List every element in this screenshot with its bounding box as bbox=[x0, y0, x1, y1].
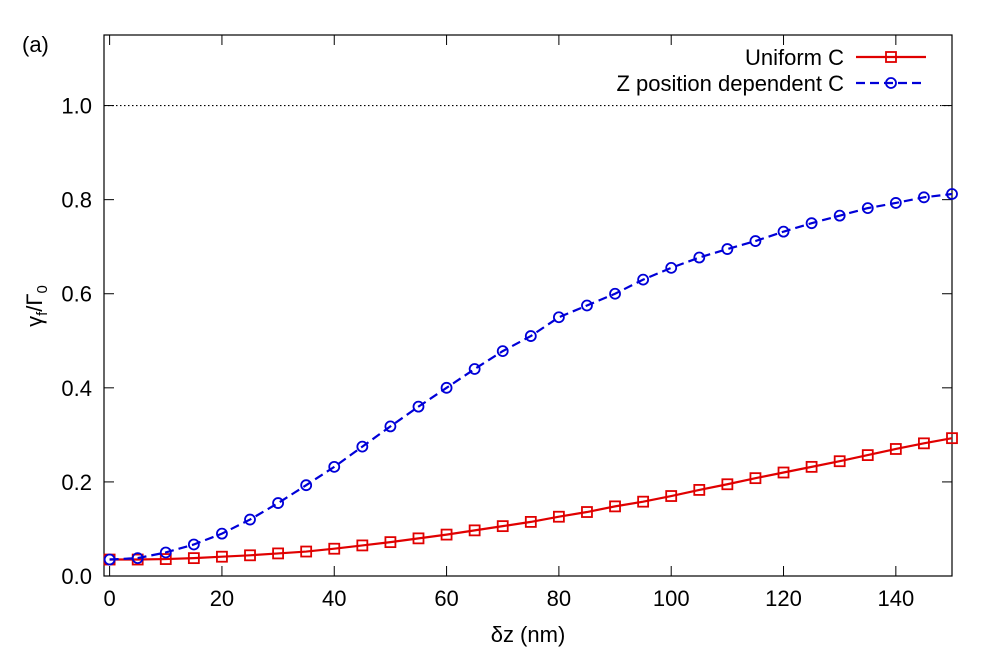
y-axis-label: γf/Γ0 bbox=[22, 285, 51, 327]
marker bbox=[272, 497, 284, 509]
marker bbox=[861, 202, 874, 215]
marker bbox=[833, 455, 846, 468]
marker bbox=[356, 440, 369, 453]
y-tick-label: 1.0 bbox=[61, 94, 92, 119]
panel-label: (a) bbox=[22, 32, 49, 57]
marker bbox=[693, 484, 706, 496]
marker bbox=[637, 495, 650, 508]
marker bbox=[187, 538, 200, 551]
marker bbox=[412, 400, 425, 413]
marker bbox=[328, 542, 341, 555]
marker bbox=[468, 363, 481, 375]
marker bbox=[356, 539, 369, 552]
legend-marker bbox=[885, 51, 897, 63]
marker bbox=[272, 547, 284, 560]
x-tick-label: 20 bbox=[210, 586, 234, 611]
y-label-part: γ bbox=[22, 316, 47, 327]
marker bbox=[637, 273, 650, 286]
marker bbox=[552, 311, 565, 324]
marker bbox=[749, 472, 762, 485]
marker bbox=[889, 197, 902, 209]
marker bbox=[581, 506, 593, 518]
marker bbox=[103, 553, 116, 566]
y-tick-label: 0.6 bbox=[61, 282, 92, 307]
marker bbox=[496, 345, 509, 358]
marker bbox=[609, 287, 621, 300]
x-tick-label: 100 bbox=[653, 586, 690, 611]
marker bbox=[609, 500, 621, 513]
marker bbox=[721, 243, 734, 255]
marker bbox=[524, 330, 537, 342]
marker bbox=[721, 478, 734, 491]
marker bbox=[384, 420, 397, 433]
legend-label: Uniform C bbox=[745, 45, 844, 70]
y-tick-label: 0.0 bbox=[61, 564, 92, 589]
marker bbox=[216, 527, 228, 540]
x-tick-label: 120 bbox=[765, 586, 802, 611]
marker bbox=[749, 235, 762, 247]
legend-marker bbox=[885, 77, 897, 89]
marker bbox=[412, 532, 425, 545]
marker bbox=[665, 490, 678, 502]
y-label-part: f bbox=[34, 311, 51, 316]
marker bbox=[524, 516, 537, 528]
marker bbox=[805, 217, 818, 230]
y-tick-label: 0.2 bbox=[61, 470, 92, 495]
marker bbox=[440, 381, 453, 394]
marker bbox=[918, 191, 930, 204]
marker bbox=[581, 299, 593, 312]
series-line bbox=[109, 437, 953, 561]
y-label-part: 0 bbox=[34, 285, 51, 293]
y-tick-label: 0.4 bbox=[61, 376, 92, 401]
legend-label: Z position dependent C bbox=[617, 71, 845, 96]
plot-frame bbox=[103, 34, 953, 577]
x-axis-label: δz (nm) bbox=[491, 622, 566, 647]
series-line bbox=[109, 192, 953, 561]
marker bbox=[889, 443, 902, 455]
marker bbox=[159, 553, 172, 565]
marker bbox=[861, 449, 874, 461]
marker bbox=[496, 520, 509, 533]
x-tick-label: 0 bbox=[103, 586, 115, 611]
marker bbox=[244, 513, 256, 526]
marker bbox=[328, 460, 341, 473]
x-tick-label: 40 bbox=[322, 586, 346, 611]
marker bbox=[693, 251, 706, 264]
marker bbox=[833, 209, 846, 222]
marker bbox=[300, 545, 313, 558]
marker bbox=[187, 552, 200, 565]
marker bbox=[384, 536, 397, 549]
x-tick-label: 140 bbox=[877, 586, 914, 611]
marker bbox=[440, 528, 453, 541]
marker bbox=[216, 550, 228, 563]
marker bbox=[665, 261, 678, 274]
marker bbox=[918, 437, 930, 450]
x-tick-label: 60 bbox=[434, 586, 458, 611]
marker bbox=[131, 552, 144, 565]
marker bbox=[946, 188, 958, 200]
marker bbox=[805, 460, 818, 473]
marker bbox=[300, 479, 313, 492]
marker bbox=[159, 546, 172, 559]
marker bbox=[777, 466, 790, 479]
y-label-part: /Γ bbox=[22, 293, 47, 311]
marker bbox=[946, 432, 958, 445]
x-tick-label: 80 bbox=[547, 586, 571, 611]
y-tick-label: 0.8 bbox=[61, 188, 92, 213]
marker bbox=[777, 225, 790, 238]
marker bbox=[244, 549, 256, 562]
marker bbox=[468, 524, 481, 537]
marker bbox=[552, 510, 565, 523]
